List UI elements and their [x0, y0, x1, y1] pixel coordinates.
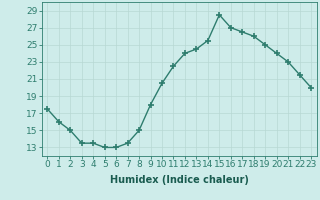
X-axis label: Humidex (Indice chaleur): Humidex (Indice chaleur): [110, 175, 249, 185]
